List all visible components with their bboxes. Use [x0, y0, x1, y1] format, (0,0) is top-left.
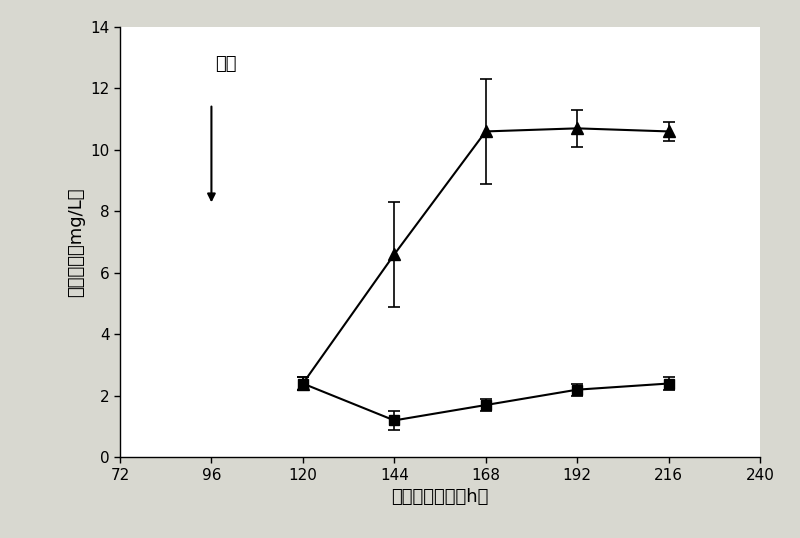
- X-axis label: 发酵培养时间（h）: 发酵培养时间（h）: [391, 489, 489, 506]
- Text: 加酸: 加酸: [215, 55, 237, 73]
- Y-axis label: 蛋白含量（mg/L）: 蛋白含量（mg/L）: [66, 187, 85, 297]
